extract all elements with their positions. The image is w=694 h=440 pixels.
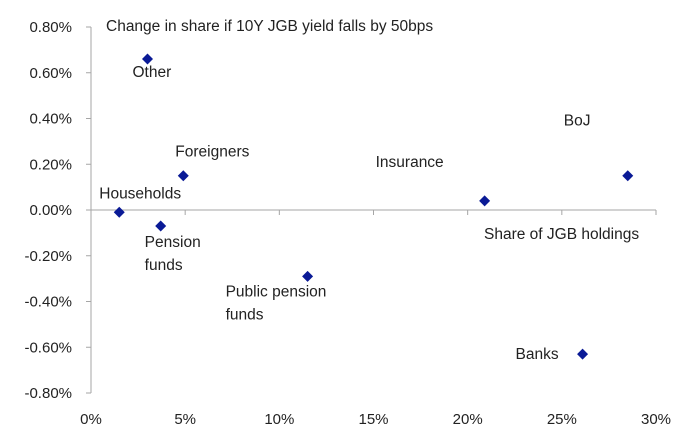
y-tick-label: 0.80%	[29, 19, 72, 36]
data-point-marker	[155, 220, 167, 232]
point-label: Public pension funds	[226, 283, 327, 323]
x-tick-label: 30%	[641, 411, 671, 428]
data-point-marker	[577, 348, 589, 360]
point-label: Insurance	[376, 154, 444, 171]
x-tick-label: 0%	[80, 411, 102, 428]
y-axis-title: Change in share if 10Y JGB yield falls b…	[106, 18, 433, 35]
data-points	[113, 53, 634, 360]
point-label: Households	[99, 185, 181, 202]
x-axis-title: Share of JGB holdings	[484, 226, 639, 243]
y-tick-label: 0.00%	[29, 202, 72, 219]
data-point-marker	[142, 53, 153, 65]
point-label: BoJ	[564, 113, 591, 130]
point-label: Foreigners	[175, 144, 249, 161]
point-labels: Other Foreigners Households Pension funds Pub…	[99, 64, 590, 363]
x-tick-label: 15%	[358, 411, 388, 428]
point-label: Banks	[516, 346, 559, 363]
y-tick-label: -0.80%	[24, 385, 72, 402]
x-tick-label: 10%	[264, 411, 294, 428]
y-tick-labels: 0.80% 0.60% 0.40% 0.20% 0.00% -0.20% -0.40% -0.…	[24, 19, 91, 402]
y-tick-label: -0.60%	[24, 339, 72, 356]
x-tick-label: 25%	[547, 411, 577, 428]
y-tick-label: 0.20%	[29, 156, 72, 173]
data-point-marker	[113, 206, 125, 218]
data-point-marker	[177, 170, 189, 182]
y-tick-label: 0.60%	[29, 65, 72, 82]
y-tick-label: -0.40%	[24, 294, 72, 311]
x-tick-label: 5%	[174, 411, 196, 428]
data-point-marker	[479, 195, 491, 207]
y-tick-label: 0.40%	[29, 111, 72, 128]
data-point-marker	[622, 170, 634, 182]
x-tick-labels: 0% 5% 10% 15% 20% 25% 30%	[80, 210, 671, 428]
y-tick-label: -0.20%	[24, 248, 72, 265]
x-tick-label: 20%	[453, 411, 483, 428]
data-point-marker	[302, 270, 314, 282]
point-label: Other	[133, 64, 172, 81]
point-label: Pension funds	[145, 234, 201, 274]
